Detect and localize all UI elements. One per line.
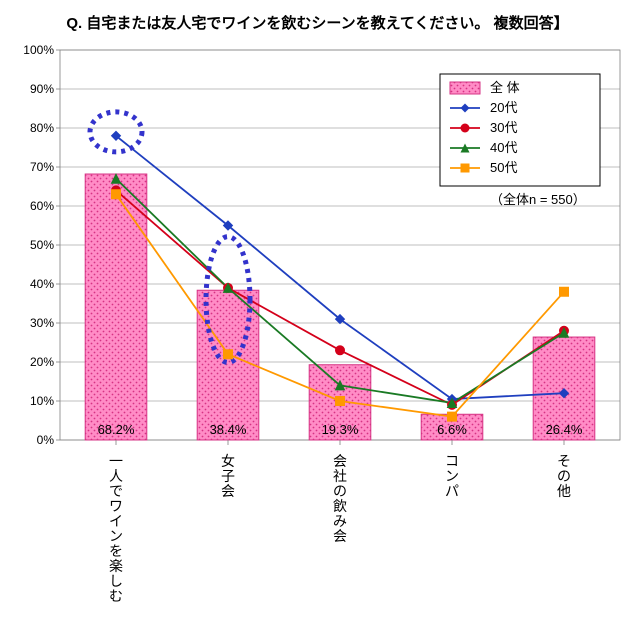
svg-text:飲: 飲 bbox=[333, 498, 347, 514]
svg-text:女: 女 bbox=[221, 453, 235, 469]
legend-label: 40代 bbox=[490, 140, 517, 155]
legend-label: 50代 bbox=[490, 160, 517, 175]
chart-title: Q. 自宅または友人宅でワインを飲むシーンを教えてください。 複数回答】 bbox=[66, 14, 568, 32]
svg-text:し: し bbox=[109, 573, 123, 589]
y-tick-label: 20% bbox=[30, 355, 54, 369]
svg-text:そ: そ bbox=[557, 453, 571, 469]
svg-text:子: 子 bbox=[221, 468, 235, 484]
svg-text:で: で bbox=[109, 483, 123, 499]
svg-text:の: の bbox=[333, 483, 347, 499]
bar-value-label: 68.2% bbox=[98, 422, 135, 437]
y-tick-label: 40% bbox=[30, 277, 54, 291]
x-category-label: 一人でワインを楽しむ bbox=[109, 453, 123, 604]
svg-text:会: 会 bbox=[333, 453, 347, 469]
y-tick-label: 90% bbox=[30, 82, 54, 96]
svg-text:コ: コ bbox=[445, 453, 459, 469]
bar-value-label: 26.4% bbox=[546, 422, 583, 437]
bar-value-label: 19.3% bbox=[322, 422, 359, 437]
svg-text:人: 人 bbox=[109, 468, 123, 484]
svg-text:他: 他 bbox=[557, 483, 571, 499]
svg-text:一: 一 bbox=[109, 453, 123, 469]
y-tick-label: 100% bbox=[23, 43, 54, 57]
series-marker bbox=[112, 190, 121, 199]
y-tick-label: 30% bbox=[30, 316, 54, 330]
svg-text:会: 会 bbox=[221, 483, 235, 499]
svg-text:む: む bbox=[109, 588, 123, 604]
svg-text:ン: ン bbox=[109, 528, 123, 544]
chart-subtitle: （全体n = 550） bbox=[490, 192, 586, 207]
bar-value-label: 6.6% bbox=[437, 422, 467, 437]
svg-text:社: 社 bbox=[333, 468, 347, 484]
svg-text:楽: 楽 bbox=[109, 558, 123, 574]
bar-value-label: 38.4% bbox=[210, 422, 247, 437]
y-tick-label: 10% bbox=[30, 394, 54, 408]
svg-text:イ: イ bbox=[109, 513, 123, 529]
series-marker bbox=[560, 287, 569, 296]
x-category-label: 女子会 bbox=[221, 453, 235, 499]
svg-text:パ: パ bbox=[445, 483, 459, 499]
svg-text:ン: ン bbox=[445, 468, 459, 484]
legend-label: 全 体 bbox=[490, 80, 520, 95]
x-category-label: 会社の飲み会 bbox=[333, 453, 347, 544]
chart-svg: Q. 自宅または友人宅でワインを飲むシーンを教えてください。 複数回答】 0% 10… bbox=[0, 0, 635, 620]
series-marker bbox=[224, 350, 233, 359]
x-category-label: コンパ bbox=[445, 453, 459, 499]
svg-text:会: 会 bbox=[333, 528, 347, 544]
y-tick-label: 0% bbox=[37, 433, 55, 447]
svg-text:ワ: ワ bbox=[109, 498, 123, 514]
series-marker bbox=[336, 346, 345, 355]
legend-label: 20代 bbox=[490, 100, 517, 115]
legend-swatch-bar bbox=[450, 82, 480, 94]
y-tick-label: 80% bbox=[30, 121, 54, 135]
svg-text:み: み bbox=[333, 513, 347, 529]
svg-text:の: の bbox=[557, 468, 571, 484]
y-tick-label: 60% bbox=[30, 199, 54, 213]
series-marker bbox=[448, 412, 457, 421]
chart-container: Q. 自宅または友人宅でワインを飲むシーンを教えてください。 複数回答】 0% 10… bbox=[0, 0, 635, 620]
y-tick-label: 50% bbox=[30, 238, 54, 252]
x-category-label: その他 bbox=[557, 453, 571, 499]
legend-label: 30代 bbox=[490, 120, 517, 135]
svg-text:を: を bbox=[109, 543, 123, 559]
y-tick-label: 70% bbox=[30, 160, 54, 174]
series-marker bbox=[336, 397, 345, 406]
bar bbox=[85, 174, 147, 440]
